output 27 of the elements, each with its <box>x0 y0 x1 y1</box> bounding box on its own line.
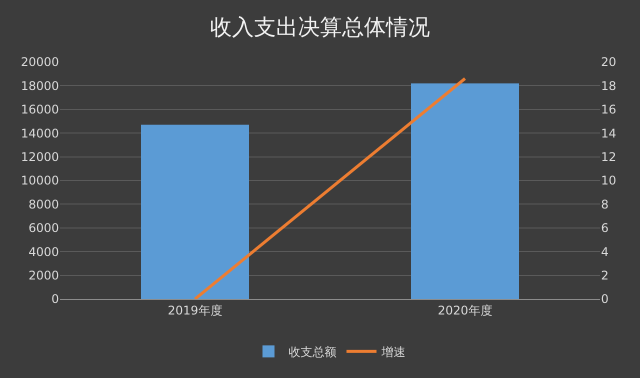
y2-tick-label: 18 <box>601 78 616 93</box>
y2-tick-label: 4 <box>601 244 609 259</box>
y-tick-label: 8000 <box>28 197 59 212</box>
y-tick-label: 4000 <box>28 244 59 259</box>
y-tick-label: 18000 <box>20 78 59 93</box>
x-tick-label: 2019年度 <box>168 303 222 318</box>
y2-tick-label: 14 <box>601 126 616 140</box>
y-tick-label: 0 <box>51 292 59 306</box>
y2-tick-label: 0 <box>601 292 609 306</box>
y2-tick-label: 6 <box>601 221 609 236</box>
y2-tick-label: 20 <box>601 55 616 70</box>
legend-label: 收支总额 <box>288 345 336 360</box>
y2-tick-label: 16 <box>601 102 616 117</box>
y-tick-label: 2000 <box>28 268 59 282</box>
y-tick-label: 6000 <box>28 221 59 236</box>
y-tick-label: 14000 <box>20 126 59 140</box>
y2-tick-label: 8 <box>601 197 609 212</box>
chart-title: 收入支出决算总体情况 <box>210 15 430 40</box>
y-tick-label: 12000 <box>20 150 59 164</box>
y2-tick-label: 10 <box>601 174 616 188</box>
legend-label: 增速 <box>380 345 406 360</box>
y-tick-label: 20000 <box>20 55 59 70</box>
y-tick-label: 10000 <box>20 174 59 188</box>
x-tick-label: 2020年度 <box>438 303 492 318</box>
y2-tick-label: 2 <box>601 268 609 282</box>
y-tick-label: 16000 <box>20 102 59 117</box>
y2-tick-label: 12 <box>601 150 616 164</box>
